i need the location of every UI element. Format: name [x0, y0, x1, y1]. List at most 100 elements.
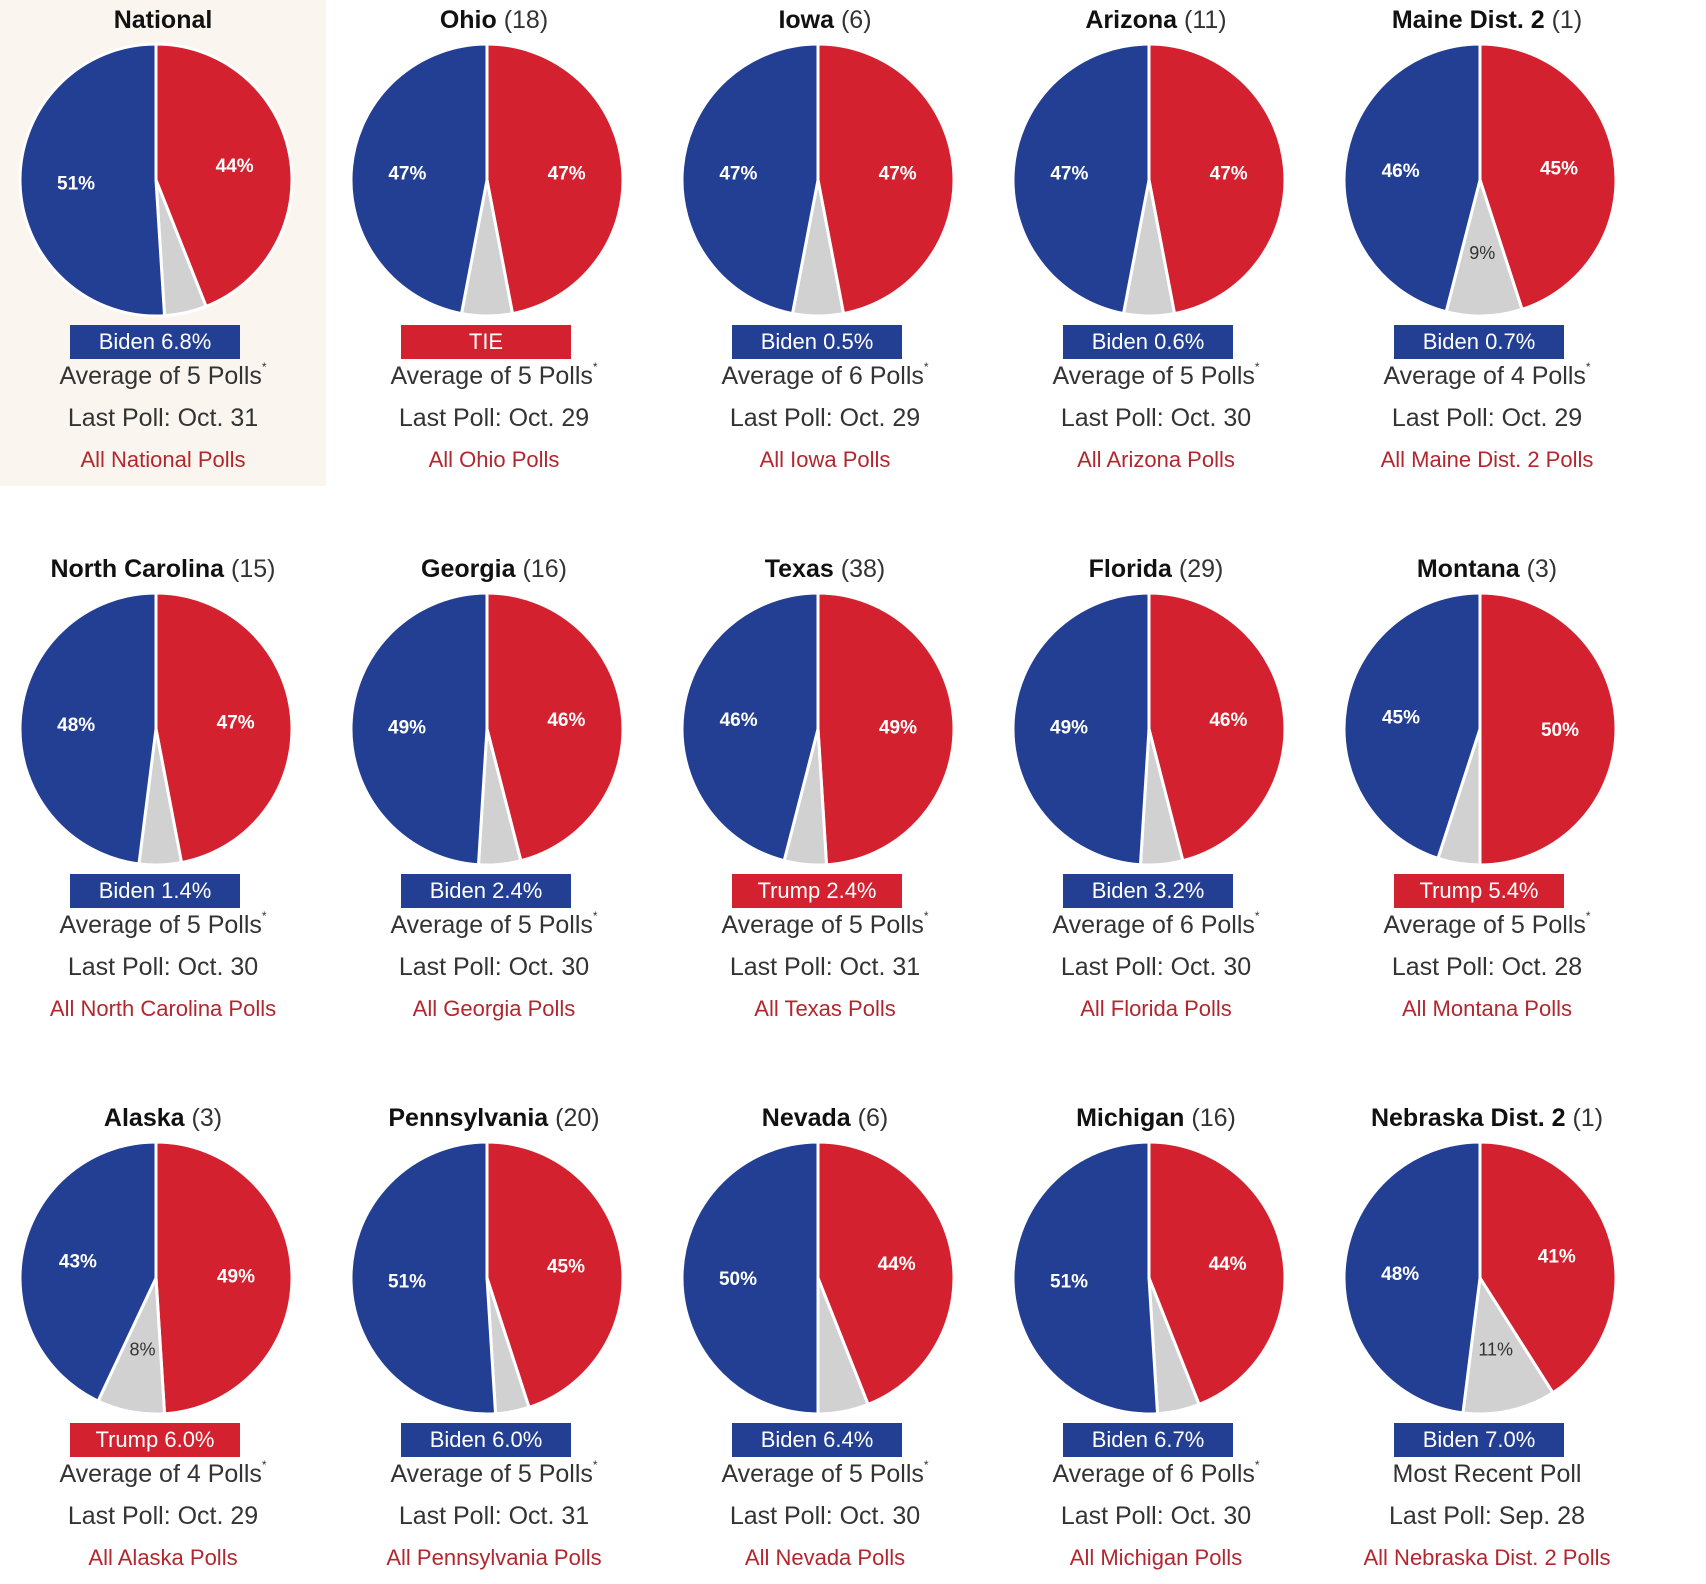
- other-pct-label: 9%: [1469, 243, 1495, 263]
- all-polls-link[interactable]: All Pennsylvania Polls: [386, 1545, 602, 1570]
- slice-biden: [18, 42, 167, 318]
- region-name: Georgia: [421, 555, 516, 583]
- poll-average-text: Average of 5 Polls: [1052, 362, 1255, 390]
- region-name: Texas: [764, 555, 834, 583]
- chart-title: Texas (38): [662, 555, 988, 584]
- asterisk: *: [1254, 360, 1260, 374]
- all-polls-link[interactable]: All National Polls: [80, 447, 246, 472]
- slice-biden: [1342, 591, 1482, 860]
- pie-chart: 46% 49%: [349, 591, 625, 867]
- slice-trump: [1147, 591, 1287, 863]
- lead-badge: Biden 0.7%: [1394, 325, 1564, 359]
- biden-pct-label: 47%: [719, 163, 757, 184]
- all-polls-link[interactable]: All North Carolina Polls: [49, 996, 277, 1021]
- poll-average: Average of 6 Polls*: [993, 1458, 1319, 1489]
- all-polls-link[interactable]: All Maine Dist. 2 Polls: [1380, 447, 1594, 472]
- last-poll-date: Last Poll: Oct. 29: [1391, 404, 1583, 432]
- pie-card-nebraska-dist-2: Nebraska Dist. 2 (1) 41% 48% 11% Biden 7.0% M…: [1324, 1098, 1650, 1584]
- all-polls-link[interactable]: All Arizona Polls: [1077, 447, 1235, 472]
- biden-pct-label: 47%: [388, 163, 426, 184]
- chart-title: Alaska (3): [0, 1104, 326, 1133]
- region-name: Iowa: [778, 6, 835, 34]
- lead-badge: Biden 6.4%: [732, 1423, 902, 1457]
- last-poll-date: Last Poll: Sep. 28: [1389, 1502, 1585, 1530]
- pie-chart: 47% 47%: [1011, 42, 1287, 318]
- pie-chart: 49% 46%: [680, 591, 956, 867]
- all-polls-link[interactable]: All Michigan Polls: [1069, 1545, 1243, 1570]
- poll-average-text: Average of 5 Polls: [390, 362, 593, 390]
- all-polls-link[interactable]: All Montana Polls: [1402, 996, 1572, 1021]
- all-polls-link[interactable]: All Florida Polls: [1080, 996, 1232, 1021]
- region-name: Arizona: [1085, 6, 1178, 34]
- last-poll-date: Last Poll: Oct. 30: [729, 1502, 921, 1530]
- lead-badge: Biden 0.6%: [1063, 325, 1233, 359]
- chart-title: Nebraska Dist. 2 (1): [1324, 1104, 1650, 1133]
- pie-card-national: National 44% 51% Biden 6.8% Average of 5 Pol…: [0, 0, 326, 486]
- biden-pct-label: 48%: [57, 715, 95, 736]
- pie-chart: 44% 51%: [18, 42, 294, 318]
- pie-card-nevada: Nevada (6) 44% 50% Biden 6.4% Average of 5 P…: [662, 1098, 988, 1584]
- asterisk: *: [1585, 909, 1591, 923]
- biden-pct-label: 47%: [1050, 163, 1088, 184]
- slice-trump: [154, 42, 294, 308]
- asterisk: *: [1254, 909, 1260, 923]
- all-polls-link[interactable]: All Nebraska Dist. 2 Polls: [1363, 1545, 1611, 1570]
- pie-chart: 45% 46% 9%: [1342, 42, 1618, 318]
- all-polls-link[interactable]: All Ohio Polls: [428, 447, 560, 472]
- poll-average: Average of 5 Polls*: [331, 1458, 657, 1489]
- slice-biden: [680, 591, 820, 863]
- lead-badge: Biden 6.0%: [401, 1423, 571, 1457]
- lead-badge: Trump 6.0%: [70, 1423, 240, 1457]
- last-poll-date: Last Poll: Oct. 31: [67, 404, 259, 432]
- biden-pct-label: 45%: [1382, 707, 1420, 728]
- trump-pct-label: 45%: [547, 1256, 585, 1277]
- slice-biden: [1011, 42, 1151, 316]
- pie-chart: 44% 50%: [680, 1140, 956, 1416]
- pie-card-michigan: Michigan (16) 44% 51% Biden 6.7% Average of …: [993, 1098, 1319, 1584]
- pie-chart: 47% 47%: [680, 42, 956, 318]
- poll-average: Average of 5 Polls*: [331, 360, 657, 391]
- lead-badge: Biden 3.2%: [1063, 874, 1233, 908]
- all-polls-link[interactable]: All Texas Polls: [754, 996, 896, 1021]
- last-poll-date: Last Poll: Oct. 31: [398, 1502, 590, 1530]
- asterisk: *: [923, 909, 929, 923]
- poll-average-text: Average of 5 Polls: [59, 362, 262, 390]
- poll-average: Average of 4 Polls*: [0, 1458, 326, 1489]
- asterisk: *: [1585, 360, 1591, 374]
- chart-title: North Carolina (15): [0, 555, 326, 584]
- last-poll-date: Last Poll: Oct. 29: [67, 1502, 259, 1530]
- slice-trump: [1147, 42, 1287, 316]
- slice-biden: [680, 1140, 820, 1416]
- biden-pct-label: 48%: [1381, 1264, 1419, 1285]
- chart-title: Montana (3): [1324, 555, 1650, 584]
- electoral-votes: (29): [1178, 555, 1224, 583]
- trump-pct-label: 44%: [1209, 1254, 1247, 1275]
- all-polls-link[interactable]: All Alaska Polls: [88, 1545, 238, 1570]
- last-poll-date: Last Poll: Oct. 28: [1391, 953, 1583, 981]
- trump-pct-label: 47%: [217, 712, 255, 733]
- asterisk: *: [592, 360, 598, 374]
- slice-biden: [18, 1140, 158, 1403]
- all-polls-link[interactable]: All Iowa Polls: [759, 447, 891, 472]
- all-polls-link[interactable]: All Nevada Polls: [744, 1545, 906, 1570]
- chart-title: Michigan (16): [993, 1104, 1319, 1133]
- electoral-votes: (15): [231, 555, 276, 583]
- region-name: North Carolina: [50, 555, 225, 583]
- slice-biden: [18, 591, 158, 866]
- biden-pct-label: 43%: [59, 1252, 97, 1273]
- chart-title: Georgia (16): [331, 555, 657, 584]
- trump-pct-label: 47%: [1210, 163, 1248, 184]
- slice-biden: [349, 1140, 498, 1416]
- trump-pct-label: 44%: [878, 1254, 916, 1275]
- all-polls-link[interactable]: All Georgia Polls: [412, 996, 576, 1021]
- chart-title: National: [0, 6, 326, 35]
- chart-title: Arizona (11): [993, 6, 1319, 35]
- electoral-votes: (16): [1191, 1104, 1236, 1132]
- region-name: Maine Dist. 2: [1391, 6, 1545, 34]
- pie-card-texas: Texas (38) 49% 46% Trump 2.4% Average of 5 P…: [662, 549, 988, 1035]
- pie-chart: 50% 45%: [1342, 591, 1618, 867]
- last-poll-date: Last Poll: Oct. 30: [1060, 953, 1252, 981]
- pie-chart: 47% 48%: [18, 591, 294, 867]
- pie-card-iowa: Iowa (6) 47% 47% Biden 0.5% Average of 6 Pol…: [662, 0, 988, 486]
